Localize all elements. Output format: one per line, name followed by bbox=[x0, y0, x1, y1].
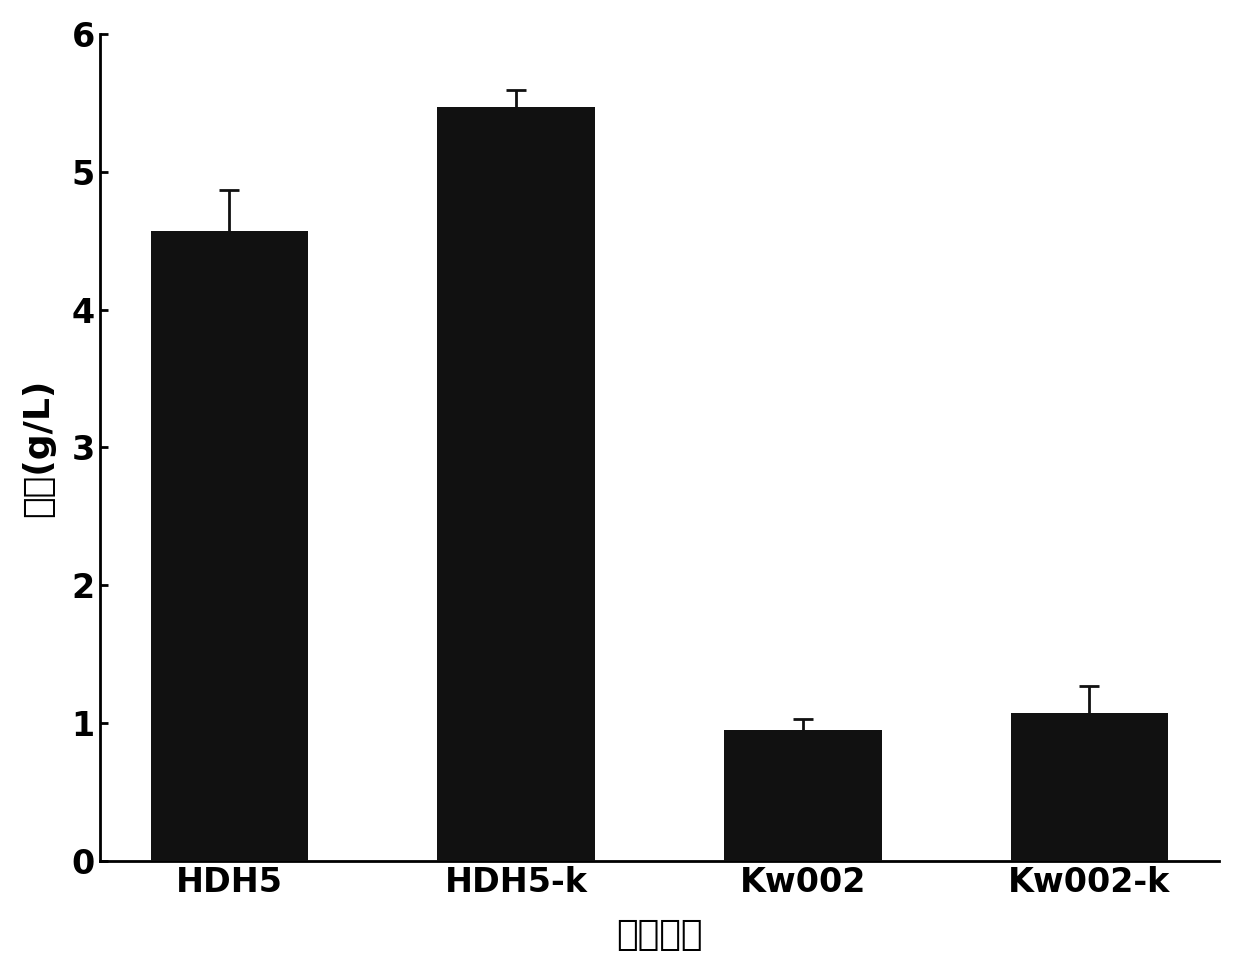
X-axis label: 菌株名称: 菌株名称 bbox=[616, 919, 703, 953]
Bar bbox=[150, 231, 309, 861]
Y-axis label: 产量(g/L): 产量(g/L) bbox=[21, 378, 55, 517]
Bar bbox=[1011, 713, 1168, 861]
Bar bbox=[724, 730, 882, 861]
Bar bbox=[438, 107, 595, 861]
